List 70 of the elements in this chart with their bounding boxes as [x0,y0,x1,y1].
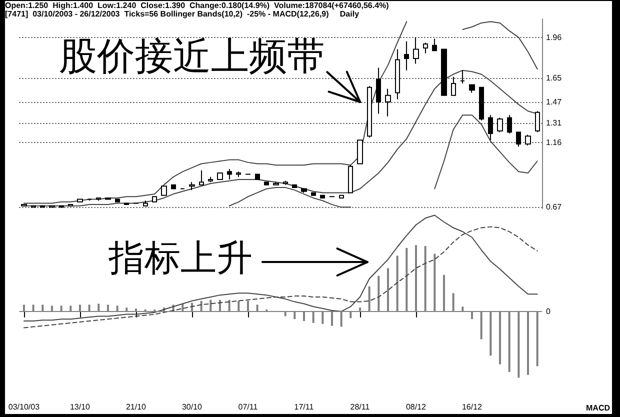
candlestick [525,134,531,146]
y-tick-label: 1.96 [546,32,562,42]
candlestick [339,194,344,198]
candlestick [497,117,503,133]
candlestick [348,164,353,194]
x-tick-label: 28/11 [350,402,370,412]
x-tick-label: 17/11 [294,402,314,412]
candlestick [40,205,45,208]
x-tick-label: 07/11 [238,402,258,412]
candlestick [208,176,213,183]
candlestick [59,205,64,208]
candlestick [385,88,391,117]
candlestick [432,38,437,52]
candlestick [77,198,83,202]
y-tick-label: 1.65 [546,74,562,83]
candlestick [96,197,101,202]
candlestick [283,180,288,186]
x-tick-label: 13/10 [70,402,91,412]
candlestick [320,194,325,198]
x-tick-label: 03/10/03 [8,402,40,412]
annotation: 股价接近上频带 [59,36,326,78]
candlestick [171,184,176,190]
candlestick [301,188,307,194]
candlestick [367,86,372,138]
candlestick [451,76,456,96]
candlestick [376,67,381,114]
candlestick [413,36,419,64]
chart-title: Open:1.250 High:1.400 Low:1.240 Close:1.390 Change:0.180(14.9%) Volume:187084(+67460,56.4%) [5,0,390,10]
candlestick [105,197,111,200]
candlestick [87,198,92,202]
candlestick [404,40,409,71]
y-tick-label: 1.31 [546,118,562,128]
candlestick [311,192,316,196]
annotation: 指标上升 [107,238,252,278]
candlestick [236,171,241,178]
y-tick-label: 0.67 [546,202,562,212]
y-tick-label: 1.47 [546,97,562,106]
ref-line-label: 0 [546,306,551,316]
candlestick [199,170,204,186]
candlestick [441,48,447,96]
candlestick [479,86,484,121]
candlestick [469,84,475,94]
candlestick [217,172,223,180]
candlestick [49,205,55,208]
candlestick [273,182,279,186]
candlestick [124,202,129,206]
candlestick [488,114,493,141]
y-axis-title: MACD [586,404,610,412]
x-tick-label: 21/10 [126,402,147,412]
y-tick-label: 1.16 [546,138,562,148]
candlestick [395,48,400,100]
candlestick [460,70,465,84]
candlestick [189,182,195,191]
candlestick [423,42,428,54]
x-tick-label: 16/12 [462,402,483,412]
chart-subtitle: [7471] 03/10/2003 - 26/12/2003 Ticks=56 Bollinger Bands(10,2) -25% - MACD(12,26,9) Daily [5,9,360,18]
candlestick [152,196,157,202]
candlestick [292,184,297,188]
candlestick [507,114,512,134]
candlestick [255,174,260,180]
candlestick [115,198,120,202]
candlestick [143,200,148,206]
candlestick [516,132,521,148]
candlestick [535,110,540,133]
candlestick [264,182,269,186]
candlestick [357,140,363,164]
x-tick-label: 30/10 [182,402,203,412]
candlestick [161,186,167,196]
candlestick [227,168,232,180]
x-tick-label: 08/12 [406,402,427,412]
